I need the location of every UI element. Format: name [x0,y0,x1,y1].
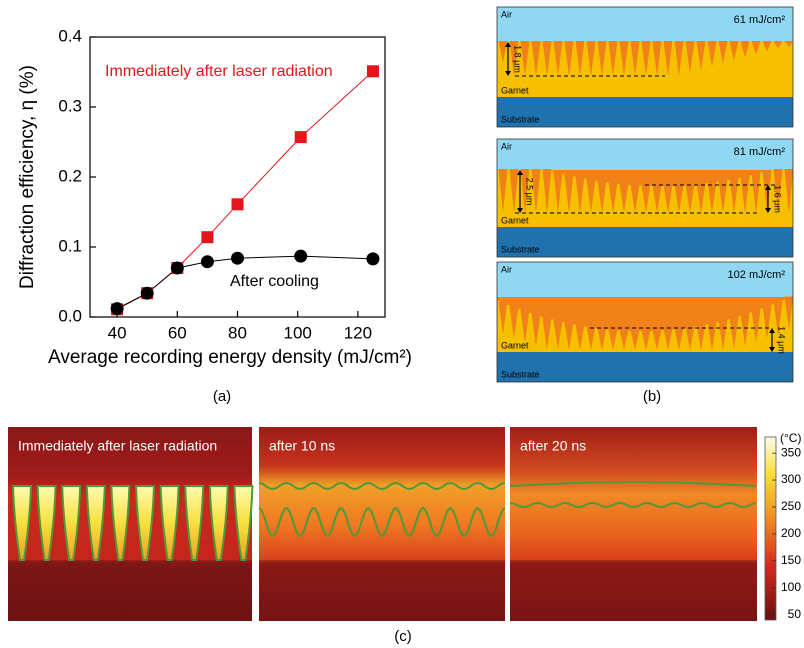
arrow-head [769,328,775,352]
x-tick-label: 120 [344,323,372,342]
series-label: Immediately after laser radiation [105,63,333,80]
series-label: After cooling [230,273,319,290]
energy-label: 81 mJ/cm² [734,146,786,158]
panel-a: 0.0 0.1 0.2 0.3 0.4 40 60 80 100 120 Immediately a… [58,26,380,342]
panel-frame [496,138,794,258]
y-tick-label: 0.1 [58,236,82,255]
marker [231,251,244,265]
isotherm [258,481,506,491]
marker [294,249,308,263]
marker [170,261,184,275]
film-label: Garnet [501,215,529,225]
air-layer [497,262,793,297]
substrate-layer [497,97,793,127]
panel-frame [496,6,794,128]
hot-zone [159,485,180,561]
colorbar-tick-label: 350 [781,445,801,459]
modified-region [497,41,794,76]
depth-label: 1.6 μm [773,185,783,213]
colorbar [764,436,777,621]
isotherm [258,506,506,538]
colorbar-label: (°C) [780,431,801,445]
substrate-layer [497,352,793,382]
marker [366,252,380,266]
film-label: Garnet [501,85,529,95]
heat-map [259,427,505,621]
marker [140,286,154,300]
x-tick-label: 80 [228,323,247,342]
hot-zone [134,485,156,561]
hot-zone [85,485,106,561]
hot-zone [36,485,57,561]
marker [366,65,379,78]
colorbar-tick-label: 150 [781,553,801,567]
energy-label: 61 mJ/cm² [734,14,786,26]
hot-zone [208,485,229,561]
caption: (a) [213,388,231,405]
hot-zone [61,485,82,561]
substrate-label: Substrate [501,369,540,379]
modified-region [497,169,794,213]
panel-frame [496,261,794,383]
image-label: after 10 ns [269,438,335,454]
y-tick-label: 0.3 [58,96,82,115]
air-label: Air [501,141,512,151]
depth-label: 2.5 μm [525,178,535,206]
caption: (c) [394,628,412,645]
colorbar-tick-label: 200 [781,526,801,540]
air-layer [497,139,793,170]
marker [200,255,214,269]
colorbar-tick-label: 100 [781,580,801,594]
substrate-layer [497,227,793,257]
y-tick-label: 0.2 [58,166,82,185]
marker [231,198,244,211]
hot-zone [233,485,254,561]
film-label: Garnet [501,340,529,350]
colorbar-tick-label: 300 [781,472,801,486]
modified-region [497,296,794,350]
marker [110,302,124,316]
isotherm [509,501,757,509]
y-axis-label: Diffraction efficiency, η (%) [17,65,38,289]
air-layer [497,7,793,42]
x-tick-label: 100 [284,323,312,342]
marker [294,131,307,144]
colorbar-tick-label: 250 [781,499,801,513]
depth-label: 1.8 μm [513,45,523,73]
isotherm [509,480,757,487]
image-label: Immediately after laser radiation [18,438,217,454]
x-tick-label: 40 [108,323,127,342]
air-label: Air [501,9,512,19]
x-axis-label: Average recording energy density (mJ/cm²… [48,347,412,368]
y-tick-label: 0.0 [58,306,82,325]
heat-map [510,427,757,621]
hot-zone [110,485,131,561]
arrow-head [517,170,523,213]
energy-label: 102 mJ/cm² [728,269,786,281]
image-label: after 20 ns [520,438,586,454]
panel-c: Immediately after laser radiation after 1… [8,427,801,621]
hot-zone [11,485,33,561]
hot-zone [184,485,205,561]
substrate-label: Substrate [501,244,540,254]
air-label: Air [501,264,512,274]
colorbar-tick-label: 50 [788,607,802,621]
caption: (b) [643,388,661,405]
panel-b: 1.8 μm Air 61 mJ/cm² Garnet Substrate 2.5 μm 1… [496,6,794,383]
depth-label: 1.4 μm [777,326,787,354]
y-tick-label: 0.4 [58,26,82,45]
marker [201,231,214,244]
substrate-label: Substrate [501,114,540,124]
x-tick-label: 60 [168,323,187,342]
